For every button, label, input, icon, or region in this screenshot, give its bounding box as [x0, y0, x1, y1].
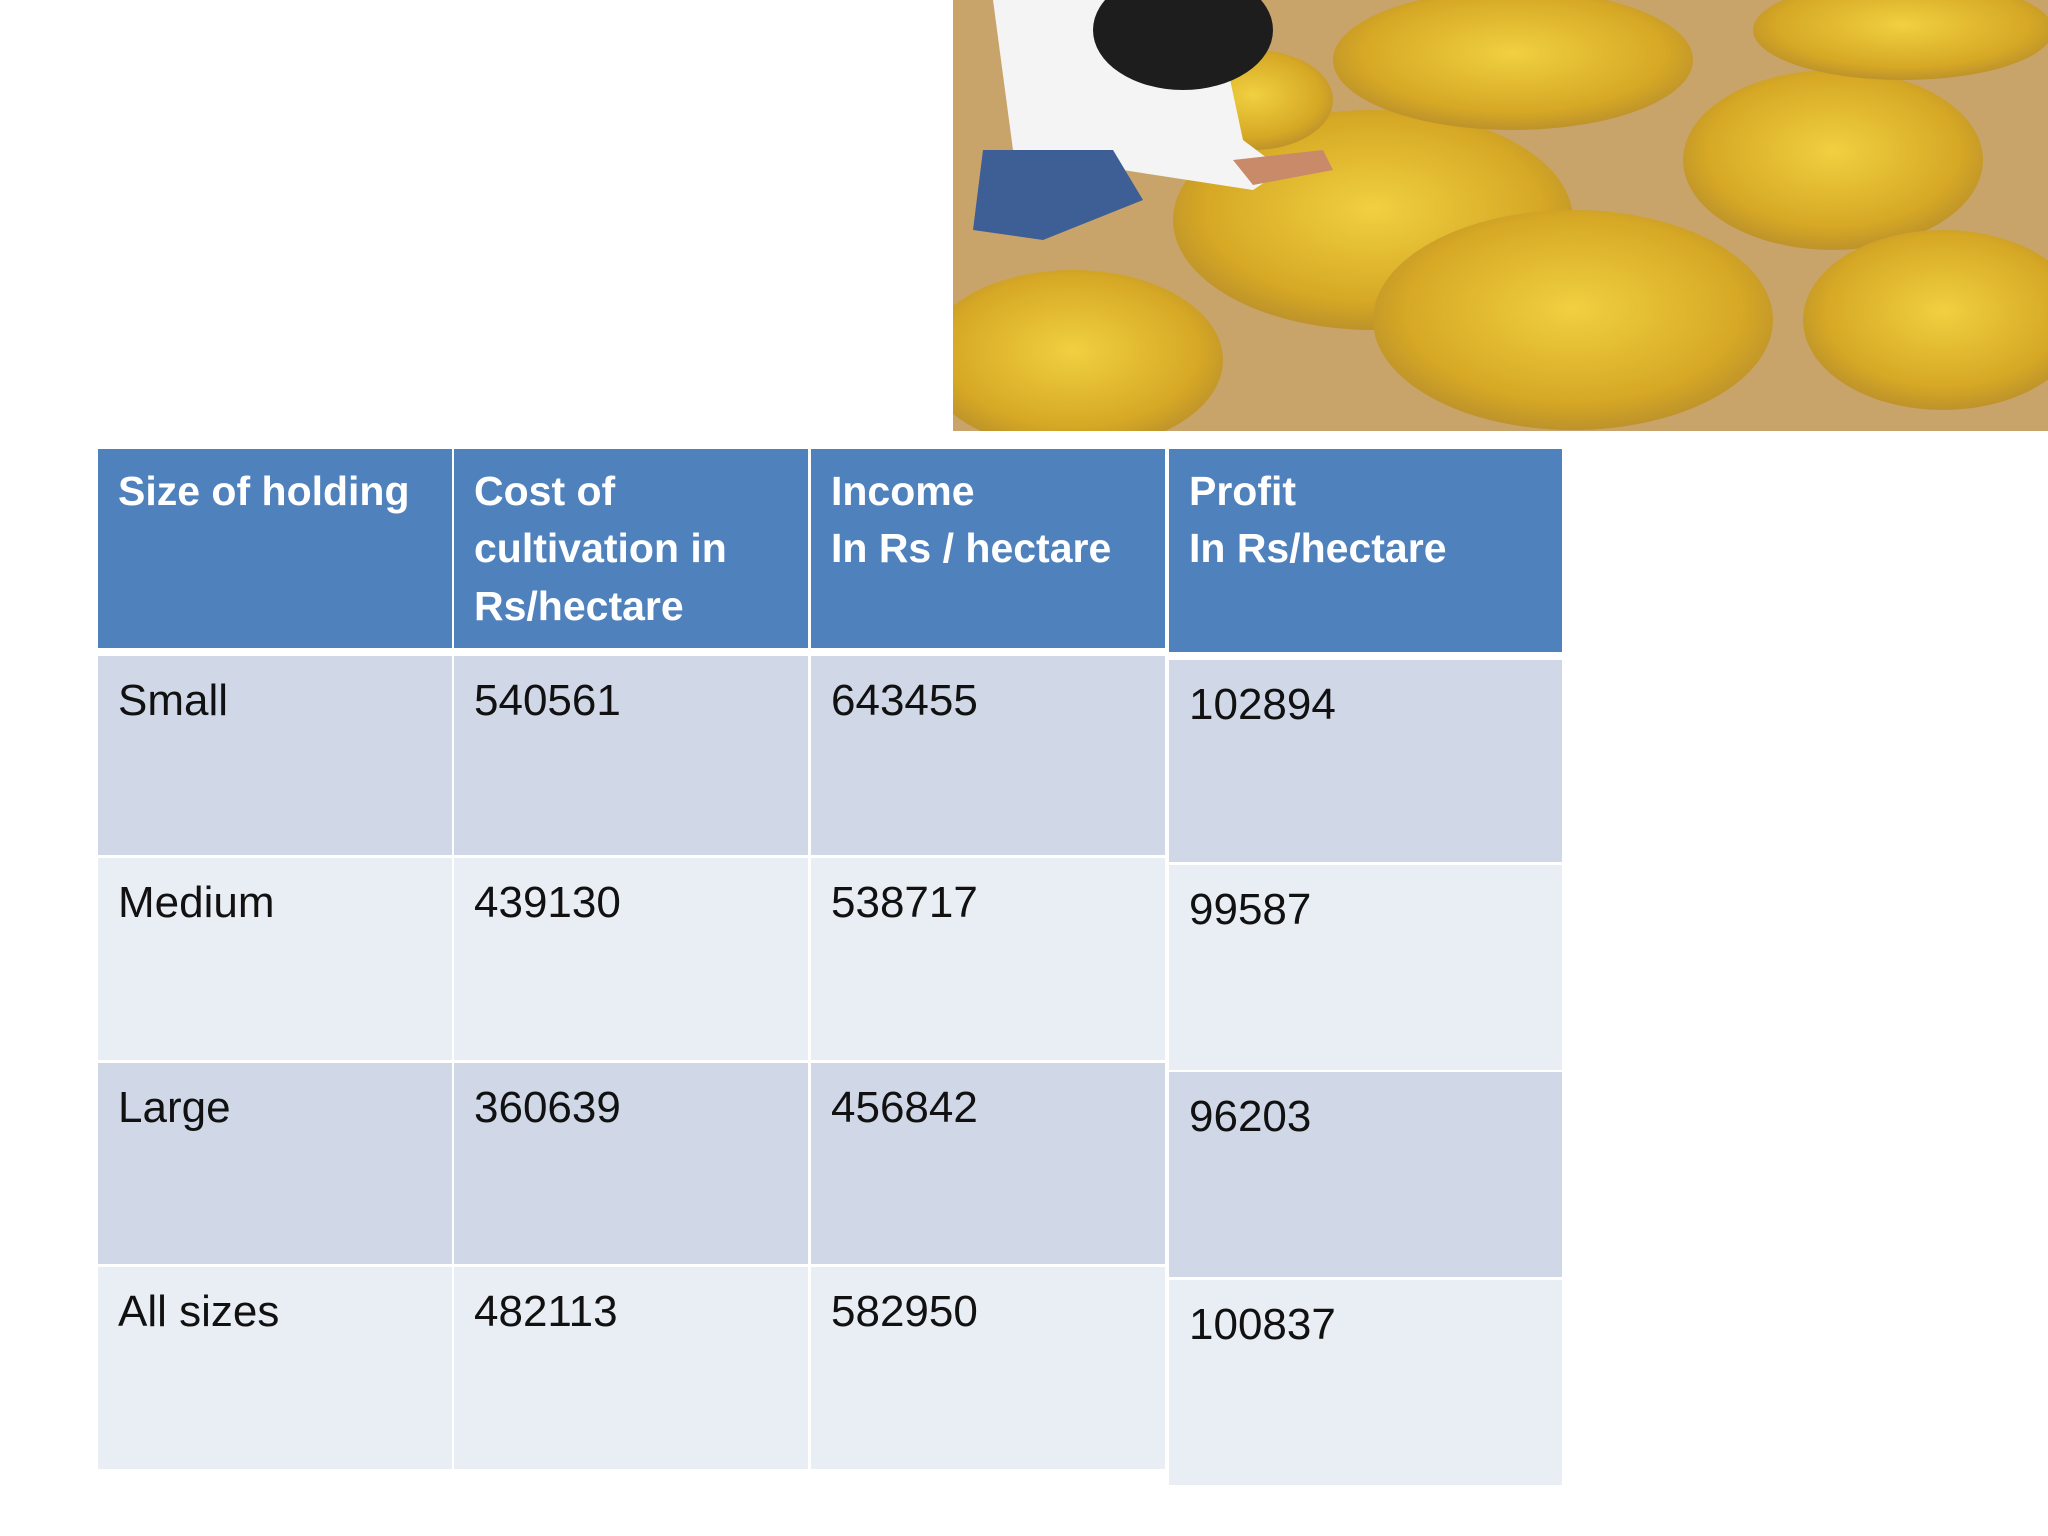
table-cell: 102894: [1169, 660, 1562, 862]
table-cell: Large: [98, 1063, 452, 1264]
table-cell: 456842: [811, 1063, 1165, 1264]
table-cell: 482113: [454, 1267, 808, 1469]
table-cell: 540561: [454, 656, 808, 855]
table-cell: 643455: [811, 656, 1165, 855]
table-cell: 360639: [454, 1063, 808, 1264]
table-cell: 582950: [811, 1267, 1165, 1469]
table-cell: 439130: [454, 858, 808, 1060]
header-cell: Cost of cultivation in Rs/hectare: [454, 449, 808, 648]
table-cell: 99587: [1169, 865, 1562, 1070]
table-cell: 96203: [1169, 1072, 1562, 1277]
header-cell: Profit In Rs/hectare: [1169, 449, 1562, 652]
table-cell: 100837: [1169, 1280, 1562, 1485]
table-cell: All sizes: [98, 1267, 452, 1469]
table-cell: Medium: [98, 858, 452, 1060]
photo: [953, 0, 2048, 431]
table-cell: Small: [98, 656, 452, 855]
header-cell: Size of holding: [98, 449, 452, 648]
table-cell: 538717: [811, 858, 1165, 1060]
header-cell: Income In Rs / hectare: [811, 449, 1165, 648]
